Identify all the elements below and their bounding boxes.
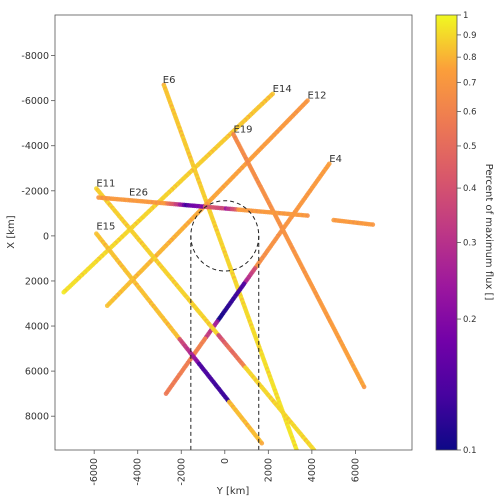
colorbar-label: Percent of maximum flux [] (483, 164, 494, 301)
colorbar-gradient (436, 15, 457, 450)
trajectory-e11 (94, 186, 317, 450)
plot-area: E6 E14 E12 E19 E4 E11 E26 E15 (54, 14, 413, 451)
flyby-label-e19: E19 (234, 124, 253, 135)
trajectory-e15 (94, 231, 265, 446)
plot-frame (54, 14, 413, 451)
y-axis-label: X [km] (6, 215, 17, 248)
trajectory-point (294, 447, 299, 450)
flyby-label-e15: E15 (96, 221, 115, 232)
trajectory-layer (61, 82, 376, 450)
y-tick-label: -4000 (21, 141, 49, 152)
trajectory-e4 (163, 161, 332, 396)
flyby-label-e11: E11 (96, 179, 115, 190)
y-tick-label: 0 (43, 231, 49, 242)
x-axis-ticks: -6000 -4000 -2000 0 2000 4000 6000 (89, 450, 361, 486)
colorbar-tick-label: 0.3 (463, 238, 477, 248)
trajectory-point (61, 289, 67, 295)
x-tick-label: 2000 (263, 458, 274, 482)
x-tick-label: -2000 (176, 458, 187, 486)
colorbar-tick-label: 0.2 (463, 315, 477, 325)
y-tick-label: 2000 (25, 276, 49, 287)
x-tick-label: 0 (220, 458, 231, 464)
colorbar-ticks: 0.1 0.2 0.3 0.4 0.5 0.6 0.7 0.8 0.9 1 (457, 11, 477, 456)
y-axis-ticks: -8000 -6000 -4000 -2000 0 2000 4000 6000 8000 (21, 51, 55, 423)
trajectory-e14 (61, 91, 275, 295)
y-tick-label: 8000 (25, 412, 49, 423)
trajectory-e19 (231, 132, 367, 390)
y-tick-label: -2000 (21, 186, 49, 197)
flyby-label-e12: E12 (308, 91, 327, 102)
trajectory-point (305, 213, 310, 218)
trajectory-point (163, 391, 169, 396)
trajectory-point (104, 303, 110, 309)
moon-outline-layer (190, 200, 260, 450)
colorbar-tick-label: 0.6 (463, 108, 477, 118)
colorbar: 0.1 0.2 0.3 0.4 0.5 0.6 0.7 0.8 0.9 1 Percent of … (435, 11, 494, 456)
colorbar-tick-label: 0.4 (463, 184, 477, 194)
trajectory-unlabeled-8 (331, 217, 376, 227)
colorbar-tick-label: 0.1 (463, 446, 477, 456)
y-tick-label: 6000 (25, 367, 49, 378)
y-tick-label: 4000 (25, 322, 49, 333)
x-tick-label: -4000 (133, 458, 144, 486)
trajectory-point (361, 384, 367, 390)
x-tick-label: 6000 (350, 458, 361, 482)
x-tick-label: -6000 (89, 458, 100, 486)
flyby-label-e26: E26 (129, 188, 148, 199)
colorbar-tick-label: 0.7 (463, 78, 477, 88)
colorbar-frame (435, 14, 458, 451)
trajectory-point (311, 447, 317, 450)
trajectory-point (370, 222, 376, 227)
flyby-label-e6: E6 (163, 75, 176, 86)
colorbar-tick-label: 0.5 (463, 142, 477, 152)
y-tick-label: -8000 (21, 51, 49, 62)
colorbar-tick-label: 1 (463, 11, 468, 21)
y-tick-label: -6000 (21, 96, 49, 107)
x-axis-label: Y [km] (216, 486, 250, 497)
trajectory-e26 (96, 195, 310, 218)
plot-background (55, 15, 412, 450)
flyby-label-layer: E6 E14 E12 E19 E4 E11 E26 E15 (96, 75, 342, 233)
flyby-label-e14: E14 (273, 84, 292, 95)
flyby-label-e4: E4 (329, 154, 342, 165)
colorbar-tick-label: 0.8 (463, 53, 477, 63)
x-tick-label: 4000 (307, 458, 318, 482)
colorbar-tick-label: 0.9 (463, 31, 477, 41)
trajectory-point (259, 440, 265, 446)
